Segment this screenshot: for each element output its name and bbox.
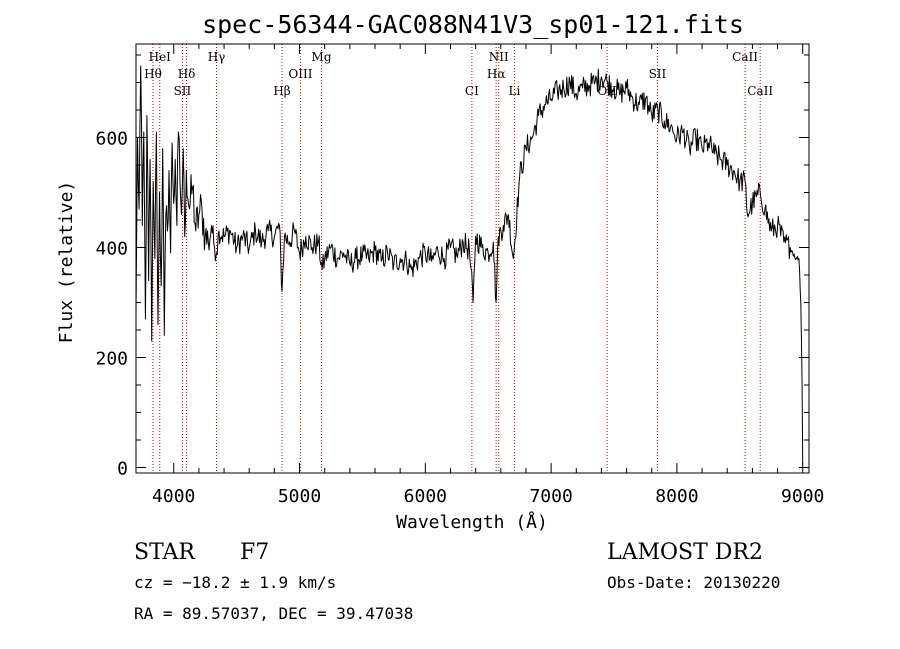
object-subclass: F7 [240,540,269,565]
x-axis: 4000 5000 6000 7000 8000 9000 [152,44,824,507]
line-marker-label-3: Hδ [178,67,196,81]
x-axis-title: Wavelength (Å) [396,511,548,533]
spectrum-line-0 [135,65,804,465]
line-marker-label-15: CaII [747,84,773,98]
y-tick-label-3: 600 [95,129,128,150]
chart-title: spec-56344-GAC088N41V3_sp01-121.fits [202,10,744,39]
x-tick-label-2: 6000 [404,486,447,507]
obs-date-text: Obs-Date: 20130220 [607,573,780,592]
line-marker-label-9: Hα [487,67,506,81]
plot-frame [135,43,810,474]
line-marker-label-1: HeI [149,50,172,64]
spectrum-series [135,65,804,465]
line-marker-label-7: Mg [312,50,332,64]
y-axis: 0 200 400 600 [95,54,809,480]
x-tick-label-4: 8000 [655,486,698,507]
coords-text: RA = 89.57037, DEC = 39.47038 [134,604,413,623]
line-marker-label-2: SII [174,84,192,98]
x-tick-label-0: 4000 [152,486,195,507]
y-tick-label-2: 400 [95,239,128,260]
x-tick-label-1: 5000 [278,486,321,507]
x-tick-label-3: 7000 [529,486,572,507]
line-marker-label-5: Hβ [273,84,290,98]
survey-name: LAMOST DR2 [607,540,763,565]
line-marker-label-6: OIII [288,67,312,81]
redshift-text: cz = −18.2 ± 1.9 km/s [134,573,336,592]
y-axis-title: Flux (relative) [56,181,77,344]
line-marker-label-10: NII [489,50,509,64]
x-tick-label-5: 9000 [781,486,824,507]
line-marker-label-13: SII [649,67,667,81]
line-marker-label-8: CI [465,84,479,98]
line-marker-label-11: Li [508,84,520,98]
line-marker-label-14: CaII [732,50,758,64]
line-marker-label-4: Hγ [208,50,226,64]
object-class: STAR [134,540,196,565]
y-tick-label-1: 200 [95,349,128,370]
y-tick-label-0: 0 [117,459,128,480]
line-marker-label-0: Hθ [144,67,162,81]
